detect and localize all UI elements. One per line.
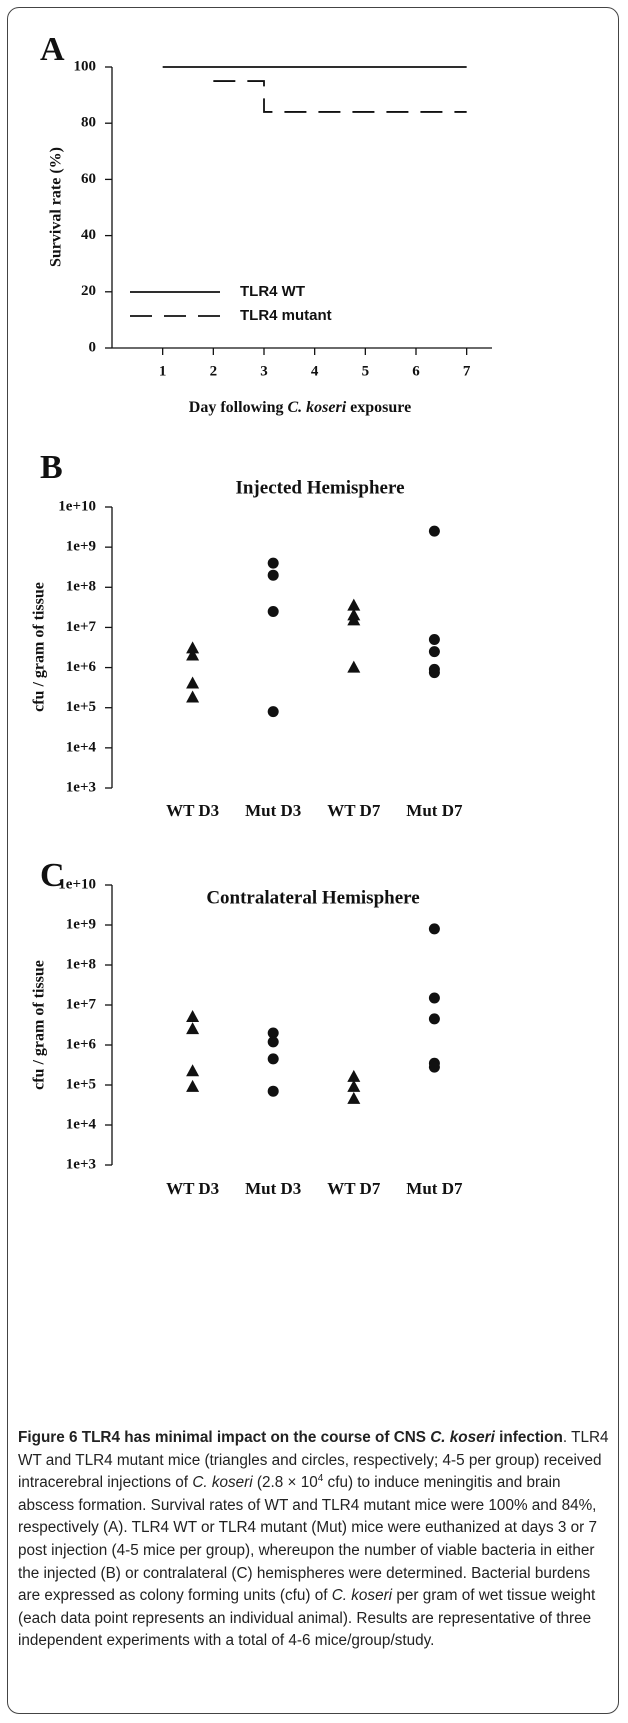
triangle-point	[347, 1069, 361, 1082]
survival-line	[213, 80, 467, 113]
x-tick-label: 5	[362, 363, 370, 379]
circle-point	[428, 1013, 440, 1025]
x-axis-label-part: exposure	[346, 399, 411, 416]
legend-label: TLR4 WT	[240, 283, 305, 300]
caption-text: (2.8 × 10	[252, 1474, 318, 1492]
y-axis-label: cfu / gram of tissue	[31, 582, 48, 712]
y-tick-label: 60	[81, 171, 96, 187]
triangle-point	[186, 1079, 200, 1092]
x-category-label: WT D3	[166, 801, 219, 820]
circle-point	[267, 706, 279, 718]
circle-point	[428, 923, 440, 935]
x-tick-label: 1	[159, 363, 167, 379]
triangle-point	[347, 660, 361, 673]
y-tick-label: 1e+9	[66, 539, 96, 555]
x-category-label: Mut D7	[406, 801, 463, 820]
y-tick-label: 1e+4	[66, 1116, 97, 1132]
circle-point	[428, 525, 440, 537]
y-tick-label: 1e+8	[66, 579, 96, 595]
y-tick-label: 1e+4	[66, 739, 97, 755]
x-tick-label: 4	[311, 363, 319, 379]
triangle-point	[347, 1091, 361, 1104]
panel-title: Contralateral Hemisphere	[206, 887, 419, 908]
triangle-point	[186, 690, 200, 703]
triangle-point	[347, 613, 361, 626]
y-tick-label: 1e+8	[66, 956, 96, 972]
circle-point	[267, 1053, 279, 1065]
x-tick-label: 7	[463, 363, 471, 379]
x-tick-label: 2	[210, 363, 218, 379]
x-category-label: Mut D7	[406, 1179, 463, 1198]
triangle-point	[186, 1022, 200, 1035]
y-tick-label: 1e+3	[66, 779, 96, 795]
triangle-point	[186, 1064, 200, 1077]
triangle-point	[186, 641, 200, 654]
panel-letter: C	[40, 857, 65, 894]
y-tick-label: 80	[81, 115, 96, 131]
y-tick-label: 1e+10	[58, 498, 96, 514]
y-tick-label: 1e+6	[66, 659, 97, 675]
caption-title-species: C. koseri	[430, 1429, 495, 1446]
triangle-point	[347, 1079, 361, 1092]
panel-title: Injected Hemisphere	[235, 477, 404, 498]
x-category-label: WT D7	[327, 801, 381, 820]
caption-title: Figure 6 TLR4 has minimal impact on the …	[18, 1429, 431, 1446]
caption-text: . TLR4 WT and TLR4 mutant mice (triangle…	[18, 1429, 609, 1492]
y-tick-label: 1e+5	[66, 699, 96, 715]
y-tick-label: 1e+6	[66, 1036, 97, 1052]
x-category-label: WT D7	[327, 1179, 381, 1198]
circle-point	[267, 557, 279, 569]
y-tick-label: 1e+7	[66, 996, 97, 1012]
y-tick-label: 0	[89, 339, 97, 355]
circle-point	[267, 1027, 279, 1039]
circle-point	[267, 569, 279, 581]
y-tick-label: 1e+5	[66, 1076, 96, 1092]
caption-text: cfu) to induce meningitis and brain absc…	[18, 1474, 597, 1605]
figure: A Survival rate (%) 0 20 40 60 80 100 1 2 3 4 5 6 7 Day…	[31, 31, 492, 1198]
x-tick-label: 3	[260, 363, 268, 379]
circle-point	[267, 1036, 279, 1048]
y-axis-label: cfu / gram of tissue	[31, 960, 48, 1090]
triangle-point	[186, 648, 200, 661]
circle-point	[428, 646, 440, 658]
figure-caption: Figure 6 TLR4 has minimal impact on the …	[18, 1427, 612, 1653]
caption-species: C. koseri	[192, 1474, 253, 1492]
panel-letter: A	[40, 31, 65, 68]
circle-point	[428, 634, 440, 646]
figure-frame	[7, 7, 619, 1714]
y-tick-label: 1e+10	[58, 876, 96, 892]
x-category-label: Mut D3	[245, 801, 301, 820]
circle-point	[428, 667, 440, 679]
x-category-label: WT D3	[166, 1179, 219, 1198]
circle-point	[267, 1085, 279, 1097]
caption-exponent: 4	[317, 1473, 324, 1485]
x-category-label: Mut D3	[245, 1179, 301, 1198]
x-axis-label-part: C. koseri	[287, 399, 346, 416]
x-tick-label: 6	[412, 363, 420, 379]
y-tick-label: 1e+7	[66, 619, 97, 635]
y-axis-label: Survival rate (%)	[48, 147, 65, 267]
triangle-point	[186, 1010, 200, 1023]
y-tick-label: 40	[81, 227, 96, 243]
x-axis-label-part: Day following	[189, 399, 288, 416]
caption-species: C. koseri	[331, 1587, 393, 1605]
caption-title: infection	[494, 1429, 563, 1446]
y-tick-label: 1e+3	[66, 1156, 96, 1172]
triangle-point	[186, 676, 200, 689]
circle-point	[428, 1061, 440, 1073]
y-tick-label: 20	[81, 283, 96, 299]
circle-point	[267, 605, 279, 617]
triangle-point	[347, 598, 361, 611]
caption-text: per gram of wet tissue weight (each data…	[18, 1587, 596, 1650]
circle-point	[428, 992, 440, 1004]
y-tick-label: 1e+9	[66, 916, 96, 932]
x-axis-label: Day following C. koseri exposure	[189, 399, 411, 416]
legend-label: TLR4 mutant	[240, 307, 332, 324]
y-tick-label: 100	[74, 58, 97, 74]
panel-letter: B	[40, 449, 63, 486]
